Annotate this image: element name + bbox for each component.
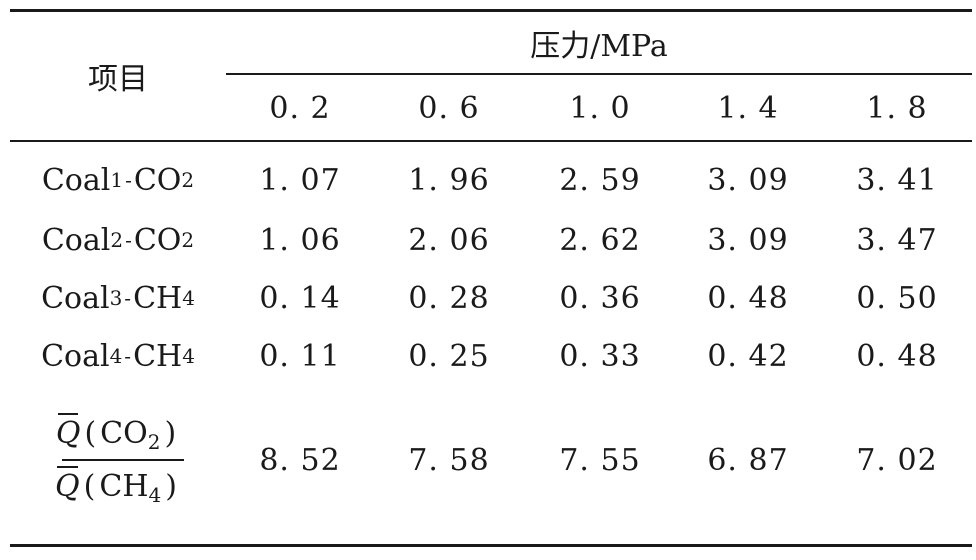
ratio-cell: 7. 55 — [559, 442, 641, 478]
table-cell: 0. 14 — [259, 280, 341, 316]
table-cell: 0. 48 — [856, 338, 938, 374]
top-rule — [10, 9, 972, 12]
table-cell: 2. 59 — [559, 162, 641, 198]
q-symbol: Q — [55, 413, 81, 451]
header-pressure-3: 1. 4 — [717, 90, 779, 126]
table-cell: 1. 96 — [408, 162, 490, 198]
ratio-cell: 7. 02 — [856, 442, 938, 478]
table-cell: 0. 28 — [408, 280, 490, 316]
row-label: Coal 2- CO 2 — [41, 222, 195, 258]
table-cell: 0. 50 — [856, 280, 938, 316]
header-pressure-0: 0. 2 — [269, 90, 331, 126]
row-label: Coal 1- CO 2 — [41, 162, 195, 198]
table-cell: 2. 06 — [408, 222, 490, 258]
table-cell: 1. 06 — [259, 222, 341, 258]
table-cell: 3. 09 — [707, 222, 789, 258]
header-pressure-group: 压力/MPa — [530, 28, 668, 64]
header-item: 项目 — [88, 62, 148, 97]
table-cell: 0. 36 — [559, 280, 641, 316]
ratio-label: Q(CO2) Q(CH4) — [10, 400, 226, 520]
ratio-numerator: Q(CO2) — [55, 413, 177, 454]
table-cell: 0. 25 — [408, 338, 490, 374]
table-cell: 0. 48 — [707, 280, 789, 316]
q-symbol: Q — [55, 466, 80, 504]
table-cell: 1. 07 — [259, 162, 341, 198]
header-bottom-rule — [10, 140, 972, 142]
header-pressure-2: 1. 0 — [569, 90, 631, 126]
ratio-cell: 8. 52 — [259, 442, 341, 478]
table-cell: 3. 47 — [856, 222, 938, 258]
table-cell: 3. 41 — [856, 162, 938, 198]
header-pressure-1: 0. 6 — [418, 90, 480, 126]
group-header-rule — [226, 73, 972, 75]
table-cell: 2. 62 — [559, 222, 641, 258]
ratio-denominator: Q(CH4) — [55, 466, 177, 507]
row-label: Coal 3- CH 4 — [41, 280, 195, 316]
table-cell: 3. 09 — [707, 162, 789, 198]
table-cell: 0. 11 — [259, 338, 341, 374]
table-cell: 0. 42 — [707, 338, 789, 374]
ratio-cell: 6. 87 — [707, 442, 789, 478]
fraction-bar — [62, 459, 184, 461]
header-pressure-4: 1. 8 — [866, 90, 928, 126]
bottom-rule — [10, 544, 972, 547]
row-label: Coal 4- CH 4 — [41, 338, 195, 374]
table-cell: 0. 33 — [559, 338, 641, 374]
ratio-cell: 7. 58 — [408, 442, 490, 478]
